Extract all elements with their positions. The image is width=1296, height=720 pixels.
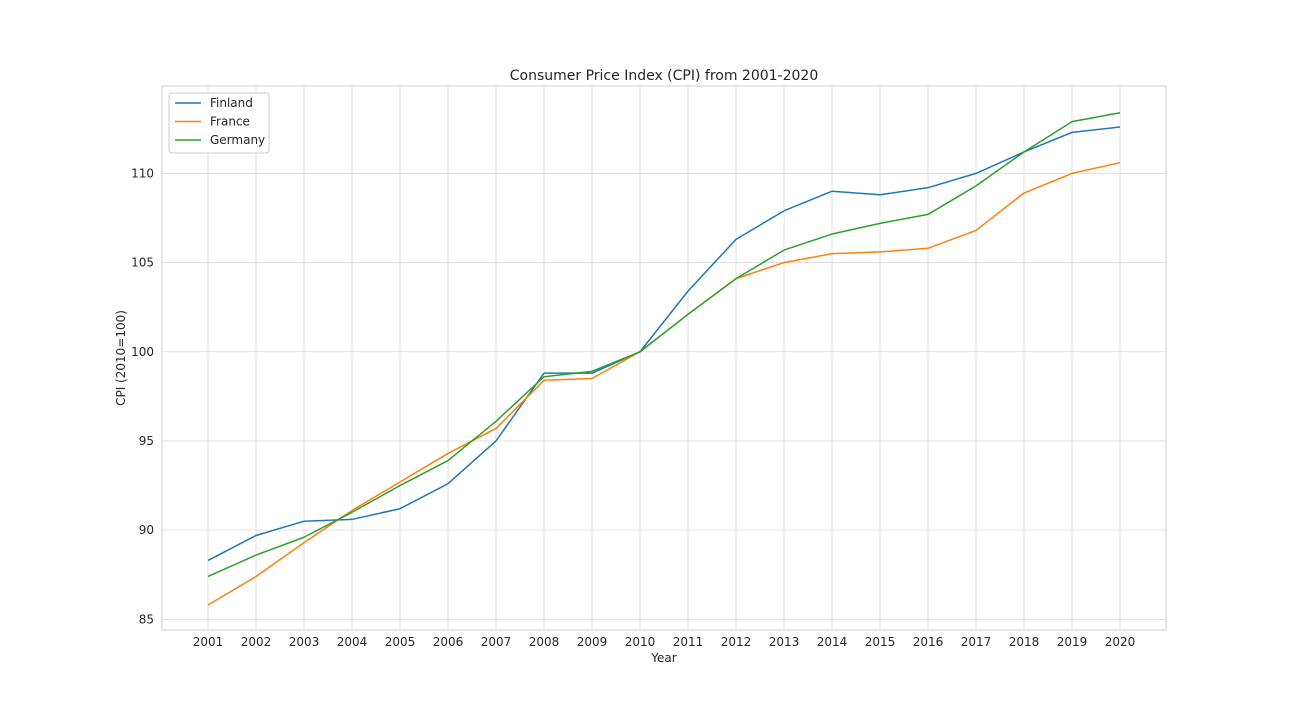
x-tick-label: 2004 (337, 635, 368, 649)
x-tick-label: 2010 (625, 635, 656, 649)
legend-label-finland: Finland (210, 96, 253, 110)
legend-box (168, 92, 270, 154)
plot-frame (161, 85, 1167, 631)
y-tick-label: 90 (139, 523, 154, 537)
y-tick-label: 105 (131, 256, 154, 270)
x-tick-label: 2002 (241, 635, 272, 649)
series-layer (207, 112, 1121, 606)
x-tick-label: 2007 (481, 635, 512, 649)
x-tick-label: 2001 (193, 635, 224, 649)
x-tick-label: 2018 (1009, 635, 1040, 649)
x-tick-label: 2005 (385, 635, 416, 649)
legend-label-france: France (210, 115, 250, 129)
x-tick-label: 2008 (529, 635, 560, 649)
x-tick-label: 2003 (289, 635, 320, 649)
series-line-finland (207, 126, 1121, 562)
y-tick-labels: 85 90 95 100 105 110 (131, 166, 154, 626)
legend: Finland France Germany (168, 92, 270, 154)
x-tick-label: 2011 (673, 635, 704, 649)
x-tick-label: 2009 (577, 635, 608, 649)
chart-title: Consumer Price Index (CPI) from 2001-202… (510, 68, 819, 84)
y-tick-label: 85 (139, 612, 154, 626)
y-tick-label: 95 (139, 434, 154, 448)
y-tick-label: 100 (131, 345, 154, 359)
x-gridlines (207, 86, 1121, 630)
y-tick-label: 110 (131, 166, 154, 180)
x-tick-label: 2017 (961, 635, 992, 649)
x-tick-labels: 2001 2002 2003 2004 2005 2006 2007 2008 2009 2010… (193, 635, 1136, 649)
series-line-germany (207, 112, 1121, 578)
x-tick-label: 2016 (913, 635, 944, 649)
x-tick-label: 2020 (1105, 635, 1136, 649)
x-tick-label: 2015 (865, 635, 896, 649)
x-axis-label: Year (650, 651, 676, 665)
x-tick-label: 2006 (433, 635, 464, 649)
x-tick-label: 2014 (817, 635, 848, 649)
y-gridlines (162, 172, 1166, 620)
y-axis-label: CPI (2010=100) (114, 310, 128, 406)
x-tick-label: 2013 (769, 635, 800, 649)
x-tick-label: 2012 (721, 635, 752, 649)
x-tick-label: 2019 (1057, 635, 1088, 649)
legend-label-germany: Germany (210, 133, 265, 147)
